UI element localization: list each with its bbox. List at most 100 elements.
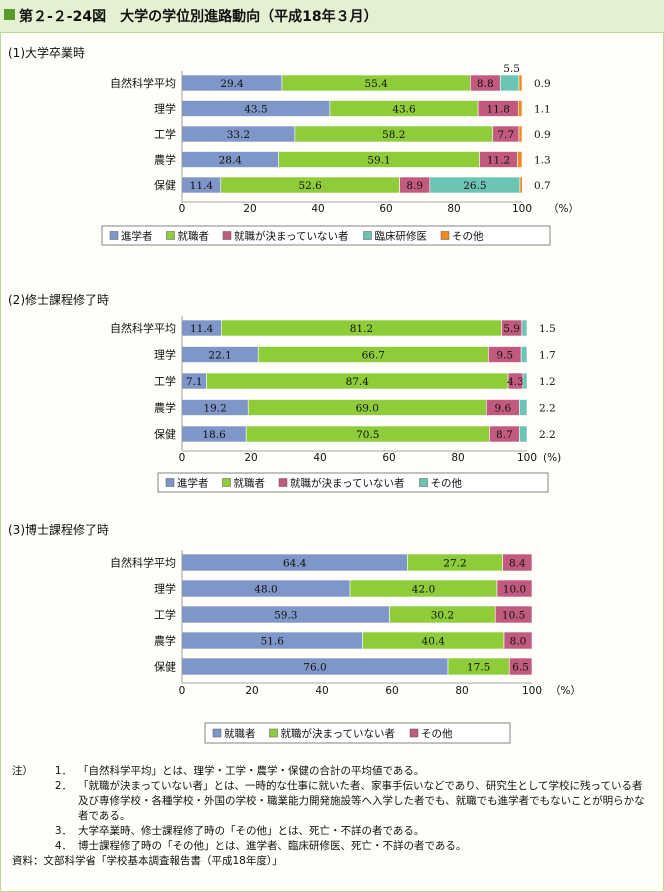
category-label: 理学 — [154, 348, 176, 362]
data-label: 52.6 — [298, 180, 322, 192]
data-label: 28.4 — [219, 155, 243, 167]
x-tick-label: 40 — [315, 685, 328, 697]
legend-label: 就職が決まっていない者 — [234, 230, 349, 243]
legend-swatch — [409, 728, 419, 738]
data-label: 10.5 — [502, 610, 525, 622]
category-label: 工学 — [154, 374, 176, 388]
legend-box — [157, 472, 549, 493]
legend-swatch — [212, 728, 222, 738]
data-label: 6.5 — [512, 662, 529, 674]
chart2-title: (2)修士課程修了時 — [8, 293, 109, 307]
category-label: 農学 — [154, 634, 176, 648]
data-label: 43.5 — [244, 104, 267, 116]
legend-swatch — [222, 478, 231, 487]
x-tick-label: 20 — [245, 685, 258, 697]
category-label: 農学 — [154, 401, 176, 415]
data-label: 8.0 — [510, 636, 527, 648]
chart-masters: 自然科学平均 11.4 81.2 5.9 1.5 理学 22.1 66.7 9.5 1.7 工学 7.… — [110, 316, 561, 493]
legend-label: その他 — [431, 477, 463, 490]
category-label: 理学 — [154, 582, 176, 596]
legend-label: 就職が決まっていない者 — [290, 477, 405, 490]
x-tick-label: 100 — [517, 452, 537, 464]
category-label: 工学 — [154, 608, 176, 622]
data-label: 11.2 — [487, 155, 510, 167]
data-label: 42.0 — [412, 584, 435, 596]
legend-swatch — [440, 231, 450, 240]
x-tick-label: 20 — [243, 203, 256, 215]
legend-label: その他 — [421, 727, 453, 740]
legend-label: 就職が決まっていない者 — [281, 727, 396, 740]
legend-swatch — [222, 231, 232, 240]
note-text: 大学卒業時、修士課程修了時の「その他」とは、死亡・不詳の者である。 — [78, 825, 425, 837]
data-label: 18.6 — [202, 429, 226, 441]
data-label: 48.0 — [254, 584, 277, 596]
note-item: 4． 博士課程修了時の「その他」とは、進学者、臨床研修医、死亡・不詳の者である。 — [12, 839, 652, 854]
figure-header: 第２-２-24図 大学の学位別進路動向（平成18年３月） — [0, 0, 664, 33]
category-label: 保健 — [154, 660, 176, 674]
note-text: 博士課程修了時の「その他」とは、進学者、臨床研修医、死亡・不詳の者である。 — [78, 840, 467, 852]
data-label: 2.2 — [539, 429, 556, 441]
data-label: 30.2 — [431, 610, 454, 622]
data-label: 1.3 — [534, 155, 551, 167]
note-number: 2． — [54, 780, 72, 792]
data-label: 27.2 — [443, 558, 466, 570]
data-label: 64.4 — [283, 558, 307, 570]
legend-swatch — [419, 478, 428, 487]
category-label: 保健 — [154, 427, 176, 441]
data-label: 9.6 — [494, 403, 511, 415]
note-item: 3． 大学卒業時、修士課程修了時の「その他」とは、死亡・不詳の者である。 — [12, 824, 652, 839]
category-label: 自然科学平均 — [110, 321, 176, 335]
source-line: 資料：文部科学省「学校基本調査報告書（平成18年度）」 — [12, 854, 652, 869]
note-number: 3． — [54, 825, 72, 837]
data-label: 0.9 — [534, 129, 551, 141]
legend-label: 就職者 — [178, 230, 210, 243]
bar-segment — [517, 100, 523, 117]
data-label: 76.0 — [303, 662, 326, 674]
x-tick-label: 80 — [451, 452, 464, 464]
x-tick-label: 80 — [455, 685, 468, 697]
x-unit-label: （%） — [550, 685, 581, 697]
data-label: 59.1 — [367, 155, 390, 167]
data-label: 8.9 — [406, 180, 423, 192]
chart-doctoral: 自然科学平均 64.4 27.2 8.4 理学 48.0 42.0 10.0 工学 59.3 30.… — [110, 550, 581, 744]
bar-segment — [508, 657, 533, 676]
notes-head: 注） — [12, 765, 33, 777]
bar-segment — [518, 74, 523, 92]
bar-segment — [499, 74, 520, 92]
bar-segment — [519, 176, 523, 194]
category-label: 自然科学平均 — [110, 76, 176, 90]
data-label: 51.6 — [261, 636, 285, 648]
data-label: 17.5 — [467, 662, 490, 674]
data-label: 5.5 — [503, 63, 520, 75]
legend-box — [101, 225, 551, 246]
data-label: 8.8 — [477, 78, 494, 90]
bar-segment — [494, 605, 533, 624]
note-item: 注） 1． 「自然科学平均」とは、理学・工学・農学・保健の合計の平均値である。 — [12, 764, 652, 779]
note-number: 1． — [54, 765, 72, 777]
legend-swatch — [278, 478, 288, 487]
legend-swatch — [166, 231, 175, 240]
source-text: 資料：文部科学省「学校基本調査報告書（平成18年度）」 — [12, 855, 283, 867]
bar-segment — [502, 553, 533, 572]
category-label: 自然科学平均 — [110, 556, 176, 570]
data-label: 33.2 — [227, 129, 250, 141]
data-label: 69.0 — [356, 403, 379, 415]
data-label: 1.5 — [539, 323, 556, 335]
data-label: 2.2 — [539, 403, 556, 415]
data-label: 10.0 — [503, 584, 526, 596]
bar-segment — [520, 346, 528, 363]
chart3-title: (3)博士課程修了時 — [8, 523, 109, 537]
data-label: 9.5 — [496, 350, 513, 362]
data-label: 22.1 — [208, 350, 231, 362]
data-label: 70.5 — [356, 429, 379, 441]
x-tick-label: 80 — [447, 203, 460, 215]
data-label: 87.4 — [346, 376, 370, 388]
notes: 注） 1． 「自然科学平均」とは、理学・工学・農学・保健の合計の平均値である。 … — [12, 764, 652, 869]
data-label: 81.2 — [350, 323, 373, 335]
data-label: 66.7 — [362, 350, 385, 362]
legend-label: その他 — [452, 230, 484, 243]
data-label: 11.4 — [190, 180, 214, 192]
bar-segment — [517, 151, 523, 168]
data-label: 1.2 — [539, 376, 556, 388]
x-tick-label: 0 — [179, 452, 186, 464]
